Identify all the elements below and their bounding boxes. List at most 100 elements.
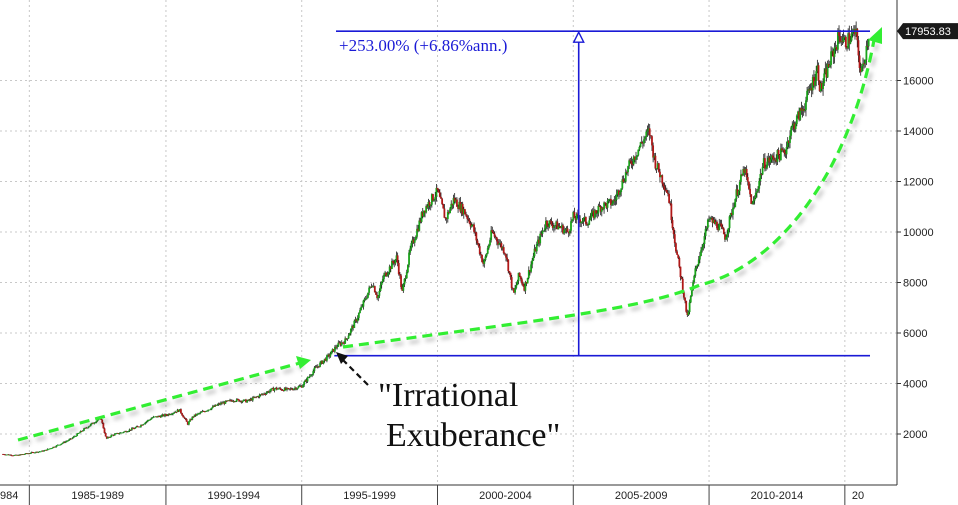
candle-body [263,393,266,395]
candle-body [571,219,574,222]
candle-body [541,230,544,234]
candle-body [142,424,145,426]
candle-body [848,33,851,44]
candle-body [560,225,563,229]
candle-body [783,149,786,154]
candle-body [304,380,307,383]
candle-body [324,358,327,361]
candle-body [805,100,807,110]
candle-body [790,127,793,136]
candle-body [469,223,472,227]
candle-body [836,32,839,50]
candle-body [327,354,329,356]
candle-body [851,32,854,34]
candle-body [417,228,420,231]
candle-body [143,423,146,425]
candle-body [491,230,494,232]
candle-body [677,254,680,258]
candle-body [629,160,632,162]
candle-body [51,448,53,449]
candle-body [765,167,767,169]
candle-body [256,396,259,398]
candle-body [864,59,867,64]
candle-body [71,437,74,439]
candle-body [210,407,213,410]
candle-body [502,247,505,254]
candle-body [243,399,246,401]
candle-body [43,450,45,452]
candle-body [94,422,97,424]
candle-body [278,388,280,389]
candle-body [641,142,644,144]
candle-body [809,87,812,91]
candle-body [801,109,804,111]
candle-body [280,388,283,391]
candle-body [428,202,431,206]
candle-body [750,194,753,204]
candle-body [430,194,433,205]
candle-body [362,300,365,307]
candle-body [405,272,408,279]
candle-body [77,433,80,435]
candle-body [842,37,845,42]
candle-body [119,432,122,434]
candle-body [224,400,227,404]
candle-body [172,413,174,415]
candle-body [158,415,161,417]
candle-body [339,342,342,346]
candle-body [352,326,355,328]
candle-body [703,236,706,245]
candle-body [746,177,749,182]
candle-body [647,128,650,131]
gain-label: +253.00% (+6.86%ann.) [339,36,507,55]
candle-body [87,426,90,428]
candle-body [326,355,328,361]
candle-body [638,146,641,150]
candle-body [620,188,623,193]
candle-body [735,189,738,200]
candle-body [643,139,645,144]
candle-body [646,130,649,132]
candle-body [302,385,304,388]
candle-body [443,208,446,218]
candle-body [424,210,426,213]
candle-body [323,358,326,361]
measure-arrow-head [572,30,585,43]
candle-body [829,64,831,68]
candle-body [754,192,757,198]
candle-body [507,259,510,272]
x-tick-label: 2005-2009 [615,490,668,502]
candle-body [840,41,843,43]
candle-body [414,236,417,241]
candle-body [247,399,250,401]
candle-body [495,237,498,242]
quote-line-2: Exuberance" [386,417,560,454]
candle-body [59,444,61,446]
candle-body [446,211,449,220]
quote-pointer-head [336,352,348,364]
candle-body [442,204,445,209]
candle-body [242,399,245,402]
candle-body [500,242,503,249]
candle-body [240,400,243,403]
candle-body [330,350,333,355]
candle-body [844,36,847,48]
candle-body [619,192,621,195]
candle-body [190,419,193,421]
candle-body [795,115,798,125]
candle-body [363,298,366,301]
candle-body [217,403,220,405]
candle-body [7,454,10,456]
candle-body [518,272,521,277]
x-tick-label: 1995-1999 [343,490,396,502]
candle-body [659,171,661,178]
candle-body [802,109,805,111]
candle-body [313,367,316,372]
candle-body [445,218,448,220]
candle-body [464,209,466,215]
candle-body [667,192,669,194]
candle-body [219,402,222,405]
x-tick-label: 20 [852,490,864,502]
candle-body [514,287,517,293]
candle-body [612,200,615,204]
